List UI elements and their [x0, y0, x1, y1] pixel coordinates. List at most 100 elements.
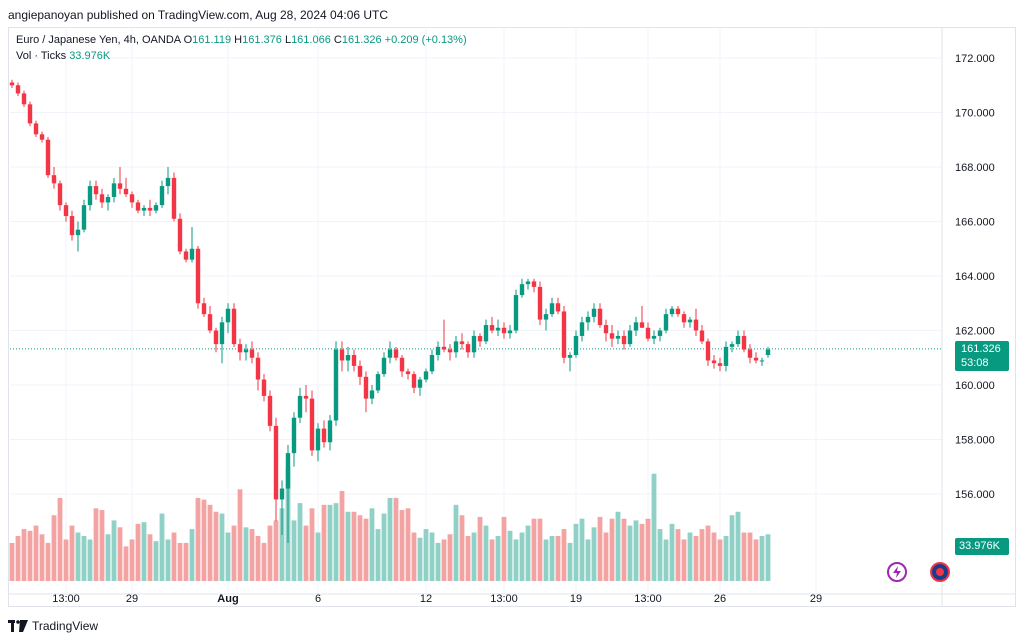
candle-body — [621, 335, 627, 345]
volume-bar — [561, 529, 567, 581]
candle-body — [747, 349, 753, 358]
volume-bar — [75, 532, 81, 581]
candle-body — [249, 349, 255, 358]
volume-bar — [765, 534, 771, 581]
volume-value: 33.976K — [69, 50, 111, 62]
volume-bar — [519, 532, 525, 581]
lightning-icon[interactable] — [887, 562, 907, 582]
volume-bar — [399, 510, 405, 581]
volume-bar — [417, 537, 423, 581]
candle-body — [375, 374, 381, 391]
volume-bar — [747, 532, 753, 581]
x-tick-label: Aug — [217, 593, 238, 605]
candle-body — [261, 379, 267, 396]
volume-bar — [537, 518, 543, 581]
volume-bar — [657, 529, 663, 581]
volume-tag: 33.976K — [955, 538, 1009, 555]
volume-bar — [603, 532, 609, 581]
candle-body — [513, 295, 519, 331]
candle-body — [411, 374, 417, 388]
candle-body — [327, 420, 333, 443]
candle-body — [567, 355, 573, 358]
volume-bar — [69, 525, 75, 581]
volume-bar — [483, 525, 489, 581]
candle-body — [573, 335, 579, 356]
symbol-title[interactable]: Euro / Japanese Yen, 4h, OANDA — [16, 34, 181, 46]
volume-bar — [753, 539, 759, 581]
candle-body — [315, 428, 321, 451]
candle-body — [165, 177, 171, 187]
volume-bar — [339, 490, 345, 581]
volume-bar — [507, 530, 513, 581]
open-value: 161.119 — [192, 34, 232, 46]
volume-bar — [501, 516, 507, 581]
candle-body — [705, 341, 711, 361]
candle-body — [141, 207, 147, 211]
x-tick-label: 29 — [126, 593, 138, 605]
candle-body — [405, 371, 411, 375]
volume-bar — [231, 525, 237, 581]
candle-body — [765, 349, 771, 356]
volume-bar — [387, 497, 393, 581]
candle-body — [21, 93, 27, 105]
volume-bar — [435, 542, 441, 581]
volume-bar — [333, 503, 339, 581]
candle-body — [399, 357, 405, 372]
low-value: 161.066 — [291, 34, 331, 46]
volume-bar — [111, 520, 117, 581]
candle-body — [237, 344, 243, 353]
candle-body — [231, 308, 237, 345]
volume-bar — [693, 535, 699, 581]
candle-body — [219, 322, 225, 345]
candle-body — [591, 308, 597, 317]
candle-body — [393, 349, 399, 358]
candle-body — [267, 395, 273, 426]
volume-bar — [303, 525, 309, 581]
volume-bar — [405, 508, 411, 581]
volume-bar — [627, 525, 633, 581]
change-value: +0.209 (+0.13%) — [384, 34, 467, 46]
candle-body — [693, 319, 699, 331]
current-price-tag: 161.326 53:08 — [955, 341, 1009, 371]
y-tick-label: 162.000 — [955, 326, 995, 338]
volume-bar — [711, 532, 717, 581]
flag-icon[interactable] — [930, 562, 950, 582]
y-tick-label: 160.000 — [955, 380, 995, 392]
volume-bar — [705, 525, 711, 581]
y-tick-label: 156.000 — [955, 489, 995, 501]
candle-body — [531, 281, 537, 287]
candle-body — [387, 349, 393, 358]
candlestick-chart[interactable]: 172.000 170.000 168.000 166.000 164.000 162.0… — [8, 27, 1016, 607]
volume-bar — [459, 515, 465, 581]
candle-body — [15, 85, 21, 94]
candle-body — [735, 335, 741, 345]
volume-bar — [51, 515, 57, 581]
candle-body — [579, 322, 585, 336]
volume-bar — [555, 535, 561, 581]
volume-bar — [453, 504, 459, 581]
current-price: 161.326 — [961, 343, 1001, 355]
volume-bar — [237, 489, 243, 581]
volume-bar — [621, 518, 627, 581]
x-tick-label: 13:00 — [634, 593, 662, 605]
low-label: L — [284, 34, 292, 46]
volume-label[interactable]: Vol · Ticks — [16, 50, 67, 62]
candle-body — [339, 349, 345, 361]
volume-bar — [729, 515, 735, 581]
close-label: C — [333, 34, 342, 46]
candle-body — [171, 177, 177, 219]
footer-brand[interactable]: TradingView — [8, 619, 98, 633]
candle-body — [525, 281, 531, 285]
candle-body — [687, 319, 693, 323]
candle-body — [9, 82, 15, 86]
x-tick-label: 19 — [570, 593, 582, 605]
volume-bar — [489, 539, 495, 581]
candle-body — [183, 251, 189, 260]
volume-bar — [9, 542, 15, 581]
volume-bar — [357, 515, 363, 581]
volume-bar — [261, 542, 267, 581]
y-tick-label: 166.000 — [955, 217, 995, 229]
candle-body — [759, 360, 765, 362]
candle-body — [603, 325, 609, 334]
volume-bar — [513, 539, 519, 581]
